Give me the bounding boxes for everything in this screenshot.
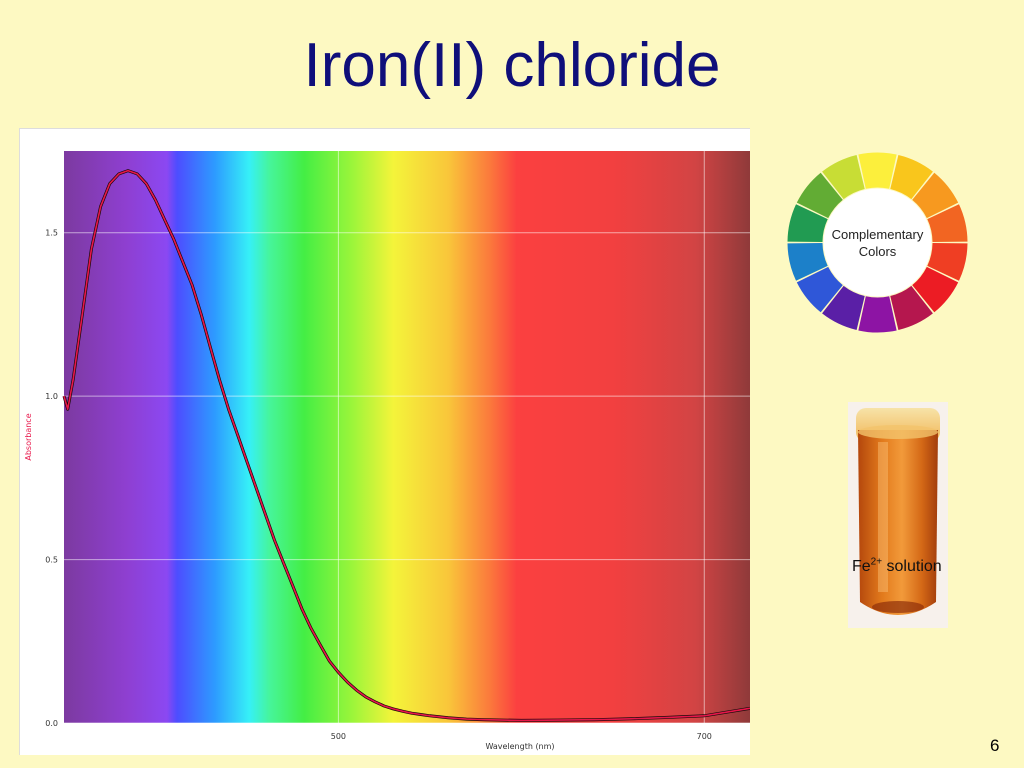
tube-caption-base: Fe [852,558,871,575]
x-tick-label: 500 [331,732,346,741]
wheel-segment [796,266,843,313]
wheel-segment [858,296,897,333]
spectrum-background [64,151,750,723]
series-line [63,169,750,722]
chart-series [62,169,750,722]
wheel-segment [822,285,865,331]
wheel-center [823,188,932,297]
y-tick-label: 1.0 [45,392,58,401]
wheel-segment [927,243,968,281]
tube-caption: Fe2+ solution [852,556,942,576]
y-axis-label: Absorbance [24,413,33,460]
wheel-segment [912,266,959,313]
absorbance-chart-panel: 0.0 0.5 1.0 1.5 500 700 Wavelength (nm) Absor… [19,128,750,755]
wheel-segment [890,285,933,331]
y-tick-label: 1.5 [45,229,58,238]
wheel-segment [912,172,959,219]
wheel-segment [787,243,828,281]
x-tick-label: 700 [697,732,712,741]
wheel-segment [796,172,843,219]
wheel-segment [858,152,897,189]
color-wheel-graphic [787,152,968,333]
wheel-segment [927,204,968,242]
wheel-segment [787,204,828,242]
y-tick-label: 0.5 [45,556,58,565]
test-tube-photo [848,402,948,628]
chart-axes: 0.0 0.5 1.0 1.5 500 700 [45,229,712,741]
wheel-segment [822,154,865,200]
color-wheel: Complementary Colors [785,150,970,335]
x-axis-label: Wavelength (nm) [485,742,554,751]
tube-caption-charge: 2+ [870,556,883,568]
wheel-segment [890,154,933,200]
test-tube-graphic [848,402,948,628]
slide-title: Iron(II) chloride [303,31,721,100]
slide-number: 6 [990,736,1000,755]
y-tick-label: 0.0 [45,719,58,728]
chart-grid [64,151,750,724]
absorbance-chart: 0.0 0.5 1.0 1.5 500 700 Wavelength (nm) Absor… [24,151,750,751]
tube-caption-rest: solution [886,558,942,575]
